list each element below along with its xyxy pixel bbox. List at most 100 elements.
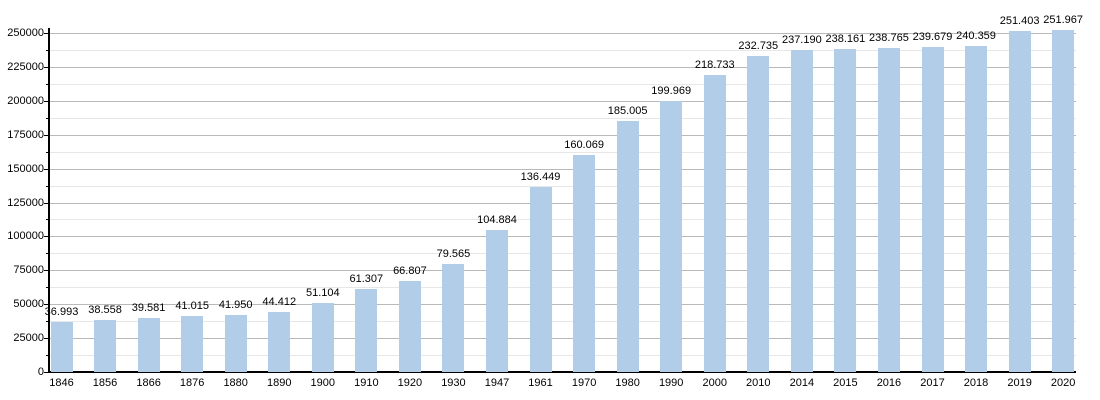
bar-2020	[1052, 30, 1075, 372]
bar-1910	[355, 288, 378, 372]
bar-value-label: 44.412	[262, 295, 297, 308]
y-axis-tick-label: 125000	[7, 196, 44, 209]
x-axis-tick-label: 1856	[92, 377, 118, 389]
y-axis-line	[48, 28, 50, 372]
y-axis-major-tick	[44, 270, 50, 272]
y-axis-major-tick	[44, 236, 50, 238]
x-axis-tick-label: 1866	[136, 377, 161, 389]
y-gridline-minor	[50, 151, 1076, 153]
y-axis-tick-label: 225000	[7, 60, 44, 73]
y-axis-tick-label: 100000	[7, 230, 44, 243]
bar-2010	[747, 56, 770, 372]
bar-1961	[529, 186, 552, 372]
bar-value-label: 36.993	[44, 305, 79, 318]
bar-1990	[660, 100, 683, 372]
y-axis-major-tick	[44, 100, 50, 102]
bar-value-label: 104.884	[477, 213, 517, 226]
x-axis-tick-label: 1990	[658, 377, 684, 389]
x-axis-tick-label: 2016	[876, 377, 902, 389]
y-gridline-major	[50, 168, 1076, 170]
x-axis-tick-label: 2015	[833, 377, 858, 389]
bar-value-label: 232.735	[738, 40, 779, 53]
y-axis-major-tick	[44, 304, 50, 306]
bar-1890	[268, 311, 291, 372]
y-gridline-minor	[50, 253, 1076, 255]
y-gridline-minor	[50, 117, 1076, 119]
y-gridline-minor	[50, 49, 1076, 51]
x-axis-tick-label: 2017	[920, 377, 945, 389]
y-gridline-major	[50, 270, 1076, 272]
bar-2019	[1008, 31, 1031, 372]
y-axis-tick-label: 150000	[7, 162, 44, 175]
y-axis-tick-label: 0	[37, 366, 44, 378]
y-axis-major-tick	[44, 202, 50, 204]
y-gridline-minor	[50, 83, 1076, 85]
bar-2018	[965, 46, 988, 372]
bar-value-label: 240.359	[956, 30, 996, 43]
bar-value-label: 238.161	[825, 33, 866, 46]
bar-1880	[224, 315, 247, 372]
y-gridline-minor	[50, 219, 1076, 221]
x-axis-tick-label: 2014	[789, 377, 815, 389]
x-axis-tick-label: 2018	[963, 377, 989, 389]
bar-value-label: 160.069	[564, 138, 604, 151]
bar-2014	[790, 50, 813, 372]
bar-1947	[486, 229, 508, 372]
y-gridline-minor	[50, 287, 1076, 289]
y-axis-tick-label: 200000	[7, 94, 44, 107]
bar-value-label: 199.969	[651, 84, 692, 97]
x-axis-tick-label: 1910	[354, 377, 379, 389]
bar-value-label: 41.950	[218, 299, 253, 312]
x-axis-tick-label: 1890	[267, 377, 292, 389]
y-axis-major-tick	[44, 66, 50, 68]
y-axis-major-tick	[44, 134, 50, 136]
y-gridline-major	[50, 134, 1076, 136]
x-axis-tick-label: 1930	[441, 377, 466, 389]
bar-1920	[398, 281, 421, 372]
bar-value-label: 136.449	[520, 170, 561, 183]
y-gridline-major	[50, 66, 1076, 68]
y-axis-tick-label: 75000	[13, 264, 44, 277]
bar-value-label: 251.403	[999, 15, 1040, 28]
bar-1856	[94, 319, 117, 372]
bar-1930	[442, 264, 465, 372]
bar-value-label: 218.733	[694, 59, 735, 72]
y-gridline-major	[50, 202, 1076, 204]
x-axis-line	[48, 371, 1076, 373]
x-axis-tick-label: 1876	[179, 377, 205, 389]
bar-1876	[181, 316, 204, 372]
bar-1866	[137, 318, 160, 372]
x-axis-tick-label: 1980	[615, 377, 640, 389]
bar-value-label: 239.679	[912, 30, 953, 43]
bar-2016	[877, 48, 900, 372]
bar-value-label: 41.015	[175, 300, 209, 313]
y-gridline-minor	[50, 185, 1076, 187]
y-axis-tick-label: 175000	[7, 128, 44, 141]
y-axis-major-tick	[44, 168, 50, 170]
bar-value-label: 61.307	[349, 272, 384, 285]
y-axis-major-tick	[44, 338, 50, 340]
x-axis-tick-label: 1900	[310, 377, 336, 389]
y-axis-tick-label: 50000	[13, 298, 44, 311]
y-axis-major-tick	[44, 372, 50, 373]
bar-value-label: 38.558	[88, 303, 122, 316]
bar-2015	[834, 49, 857, 372]
bar-value-label: 51.104	[305, 286, 340, 299]
y-axis-tick-label: 250000	[7, 27, 44, 39]
y-gridline-major	[50, 304, 1076, 306]
x-axis-tick-label: 1880	[223, 377, 248, 389]
bar-1980	[616, 121, 639, 372]
y-gridline-major	[50, 338, 1076, 340]
bar-1970	[573, 154, 596, 372]
x-axis-tick-label: 2010	[746, 377, 771, 389]
x-axis-tick-label: 1970	[571, 377, 597, 389]
x-axis-tick-label: 1947	[484, 377, 510, 389]
x-axis-tick-label: 2020	[1050, 377, 1076, 389]
bar-2000	[703, 75, 726, 372]
bar-2017	[921, 46, 944, 372]
y-gridline-major	[50, 33, 1076, 34]
x-axis-tick-label: 1961	[528, 377, 553, 389]
x-axis-tick-label: 1846	[49, 377, 74, 389]
y-gridline-major	[50, 236, 1076, 238]
